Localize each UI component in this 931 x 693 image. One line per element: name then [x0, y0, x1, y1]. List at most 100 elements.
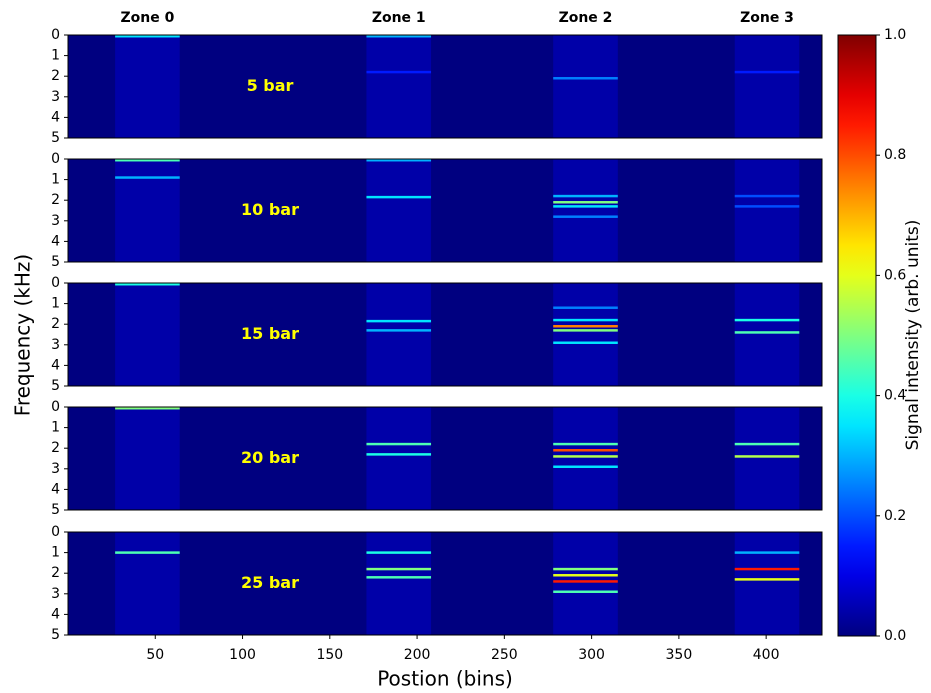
panel-frame	[67, 531, 823, 636]
y-tick-label: 3	[51, 213, 60, 229]
signal-band	[734, 205, 800, 208]
colorbar-tick-label: 0.8	[884, 147, 906, 163]
signal-band	[553, 449, 618, 452]
signal-band	[734, 578, 800, 581]
zone-column	[734, 532, 800, 635]
panel-label: 20 bar	[241, 448, 299, 467]
signal-band	[734, 70, 800, 74]
panel-frame	[67, 282, 823, 387]
zone-column	[553, 283, 618, 386]
signal-band	[734, 442, 800, 446]
signal-band	[553, 341, 618, 344]
panel-background	[68, 532, 822, 635]
zone-label: Zone 3	[740, 10, 794, 26]
panel-background	[68, 407, 822, 510]
y-tick-label: 5	[51, 130, 60, 146]
y-tick-label: 4	[51, 233, 60, 249]
colorbar	[837, 34, 877, 637]
zone-column	[366, 159, 432, 262]
colorbar-title: Signal intensity (arb. units)	[903, 220, 923, 451]
signal-band	[115, 407, 180, 410]
signal-band	[734, 331, 800, 334]
signal-band	[366, 70, 432, 74]
signal-band	[553, 318, 618, 322]
zone-column	[115, 159, 180, 262]
panel-frame	[67, 34, 823, 139]
signal-band	[553, 329, 618, 332]
signal-band	[734, 318, 800, 322]
y-tick-label: 2	[51, 192, 60, 208]
zone-column	[115, 35, 180, 138]
colorbar-tick-label: 1.0	[884, 27, 906, 43]
y-tick-label: 1	[51, 545, 60, 561]
zone-column	[734, 283, 800, 386]
zone-column	[115, 532, 180, 635]
zone-column	[553, 407, 618, 510]
y-tick-label: 1	[51, 172, 60, 188]
y-tick-label: 5	[51, 627, 60, 643]
signal-band	[553, 567, 618, 571]
panel-frame	[67, 406, 823, 511]
y-tick-label: 1	[51, 48, 60, 64]
panel-label: 10 bar	[241, 200, 299, 219]
zone-label: Zone 0	[120, 10, 174, 26]
signal-band	[553, 77, 618, 80]
y-tick-label: 0	[51, 399, 60, 415]
signal-band	[366, 442, 432, 446]
y-tick-label: 5	[51, 378, 60, 394]
signal-band	[734, 567, 800, 571]
signal-band	[115, 551, 180, 554]
x-tick-label: 350	[666, 647, 693, 663]
x-tick-label: 250	[491, 647, 518, 663]
y-tick-label: 0	[51, 275, 60, 291]
y-tick-label: 0	[51, 151, 60, 167]
y-tick-label: 5	[51, 254, 60, 270]
colorbar-tick-label: 0.2	[884, 508, 906, 524]
zone-column	[553, 159, 618, 262]
y-tick-label: 1	[51, 296, 60, 312]
signal-band	[553, 580, 618, 583]
zone-column	[366, 283, 432, 386]
y-tick-label: 3	[51, 586, 60, 602]
zone-column	[734, 407, 800, 510]
signal-band	[115, 176, 180, 179]
y-tick-label: 0	[51, 27, 60, 43]
x-tick-label: 150	[316, 647, 343, 663]
panel-frame	[67, 158, 823, 263]
y-tick-label: 1	[51, 420, 60, 436]
panel-background	[68, 35, 822, 138]
signal-band	[366, 329, 432, 332]
y-tick-label: 5	[51, 502, 60, 518]
y-tick-label: 3	[51, 337, 60, 353]
y-tick-label: 2	[51, 316, 60, 332]
signal-band	[366, 195, 432, 199]
signal-band	[734, 455, 800, 458]
signal-band	[366, 319, 432, 323]
y-tick-label: 4	[51, 606, 60, 622]
panel-background	[68, 283, 822, 386]
zone-column	[734, 159, 800, 262]
x-tick-label: 300	[578, 647, 605, 663]
zone-label: Zone 2	[559, 10, 613, 26]
x-tick-label: 400	[753, 647, 780, 663]
signal-band	[553, 194, 618, 198]
signal-band	[115, 283, 180, 286]
zone-column	[553, 532, 618, 635]
signal-band	[553, 465, 618, 468]
signal-band	[553, 201, 618, 204]
y-tick-label: 3	[51, 461, 60, 477]
zone-column	[366, 35, 432, 138]
y-tick-label: 0	[51, 524, 60, 540]
signal-band	[366, 576, 432, 579]
zone-column	[115, 407, 180, 510]
x-tick-label: 100	[229, 647, 256, 663]
colorbar-tick-label: 0.0	[884, 628, 906, 644]
signal-band	[553, 215, 618, 218]
signal-band	[115, 159, 180, 162]
signal-band	[734, 194, 800, 198]
zone-column	[366, 407, 432, 510]
x-tick-label: 50	[146, 647, 164, 663]
panel-label: 15 bar	[241, 324, 299, 343]
signal-band	[553, 306, 618, 309]
